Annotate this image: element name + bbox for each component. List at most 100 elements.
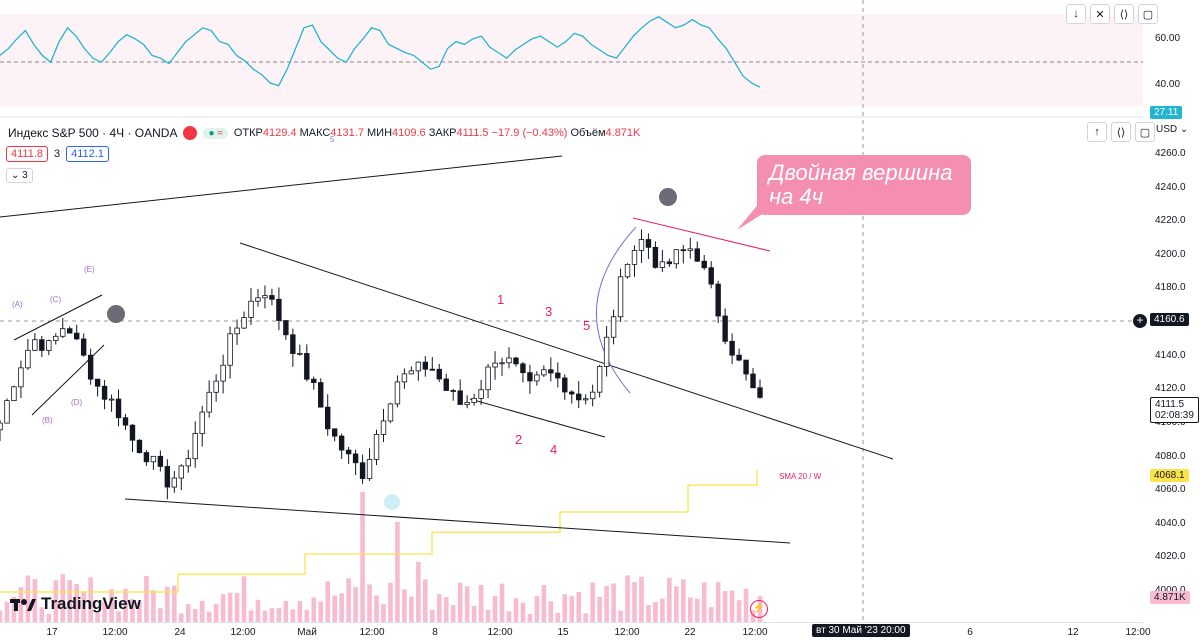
time-label: 12:00 [230, 627, 256, 638]
candle-body [39, 339, 45, 351]
candle-body [736, 354, 742, 361]
candle-body [617, 276, 624, 318]
candle-body [708, 267, 714, 285]
candle-body [248, 300, 254, 318]
volume-bar [374, 595, 379, 622]
double-top-callout[interactable]: Двойная вершина на 4ч [757, 155, 971, 215]
move-up-button[interactable]: ↑ [1087, 122, 1107, 142]
price-tick: 4240.0 [1155, 181, 1186, 193]
volume-bar [123, 588, 128, 622]
candle-body [220, 364, 226, 382]
close-pane-button[interactable]: ✕ [1090, 4, 1110, 24]
buy-button[interactable]: 4112.1 [66, 146, 109, 162]
volume-bar [625, 575, 630, 622]
candle-body [380, 420, 387, 435]
candle-body [101, 385, 108, 400]
volume-bar [11, 596, 17, 622]
volume-bar [687, 597, 693, 622]
wave-label-E[interactable]: (E) [84, 265, 95, 274]
time-axis[interactable] [0, 622, 1143, 642]
trendline-top[interactable] [0, 155, 563, 218]
maximize-button[interactable]: ▢ [1138, 4, 1158, 24]
volume-bar [674, 586, 679, 622]
sell-button[interactable]: 4111.8 [6, 146, 49, 162]
volume-bar [144, 576, 149, 622]
wave-label-2[interactable]: 2 [515, 432, 523, 447]
candle-body [506, 357, 512, 364]
volume-bar [597, 596, 602, 622]
candle-body [150, 455, 157, 463]
price-tick: 4080.0 [1155, 450, 1186, 462]
indicators-toggle[interactable]: ⌄ 3 [6, 168, 33, 183]
candle-body [603, 336, 610, 367]
volume-bar [290, 609, 296, 622]
candle-body [589, 391, 596, 400]
candle-body [408, 370, 415, 375]
move-down-button[interactable]: ↓ [1066, 4, 1086, 24]
candle-body [352, 453, 359, 464]
candle-body [373, 433, 380, 460]
trendline-descending[interactable] [239, 242, 894, 460]
volume-bar [618, 610, 623, 622]
candle-body [429, 368, 435, 371]
trendline-triangle-top[interactable] [13, 294, 103, 341]
arc-curve[interactable] [595, 226, 637, 394]
candle-body [366, 459, 373, 479]
wave-label-D[interactable]: (D) [71, 398, 83, 407]
volume-bar [325, 581, 331, 622]
candle-body [631, 250, 638, 265]
volume-bar [102, 601, 107, 622]
lightning-icon[interactable]: ⚡ [750, 600, 768, 618]
collapse-main-button[interactable]: ⟨⟩ [1111, 122, 1131, 142]
candle-body [304, 353, 310, 380]
wave-label-C[interactable]: (C) [50, 295, 62, 304]
resistance-line-pink[interactable] [632, 217, 771, 252]
volume-bar [74, 583, 79, 622]
currency-selector[interactable]: USD ⌄ [1156, 124, 1189, 135]
wave-label-4[interactable]: 4 [550, 442, 558, 457]
candle-body [729, 340, 735, 356]
wave-label-B[interactable]: (B) [42, 416, 53, 425]
price-tick: 4200.0 [1155, 248, 1186, 260]
volume-bar [694, 598, 700, 622]
candle-body [164, 466, 171, 488]
candle-body [513, 357, 519, 365]
wave-label-5[interactable]: 5 [583, 318, 591, 333]
trendline-bottom[interactable] [124, 498, 791, 544]
volume-bar [604, 585, 609, 622]
volume-bar [311, 597, 317, 622]
candle-body [234, 327, 240, 335]
volume-bar [520, 602, 526, 622]
candle-body [18, 367, 24, 388]
volume-bar [402, 589, 407, 622]
candle-body [659, 261, 666, 268]
candle-body [673, 249, 680, 265]
collapse-button[interactable]: ⟨⟩ [1114, 4, 1134, 24]
maximize-main-button[interactable]: ▢ [1135, 122, 1155, 142]
symbol-title[interactable]: Индекс S&P 500 · 4Ч · OANDA [8, 126, 178, 140]
wave-label-A[interactable]: (A) [12, 300, 23, 309]
volume-bar [46, 613, 52, 622]
candle-body [192, 433, 198, 460]
volume-bar [116, 611, 121, 622]
sma-label[interactable]: SMA 20 / W [779, 472, 822, 481]
tradingview-logo[interactable]: TradingView [10, 594, 141, 614]
time-label: 12:00 [487, 627, 513, 638]
volume-bars [0, 492, 763, 622]
candle-body [297, 353, 303, 355]
osc-tick-60: 60.00 [1155, 33, 1181, 44]
candle-body [0, 422, 3, 431]
volume-bar [381, 603, 386, 622]
volume-bar [513, 598, 519, 622]
add-alert-icon[interactable]: + [1133, 314, 1147, 328]
wave-label-3[interactable]: 3 [545, 304, 553, 319]
trendline-wave-channel[interactable] [469, 398, 606, 438]
wave-label-1[interactable]: 1 [497, 292, 505, 307]
volume-bar [409, 596, 414, 622]
data-status-icon[interactable]: ● ≈ [203, 127, 228, 139]
volume-bar [0, 610, 3, 622]
candle-body [185, 458, 191, 467]
volume-bar [701, 582, 707, 622]
osc-current-value: 27.11 [1150, 106, 1183, 119]
